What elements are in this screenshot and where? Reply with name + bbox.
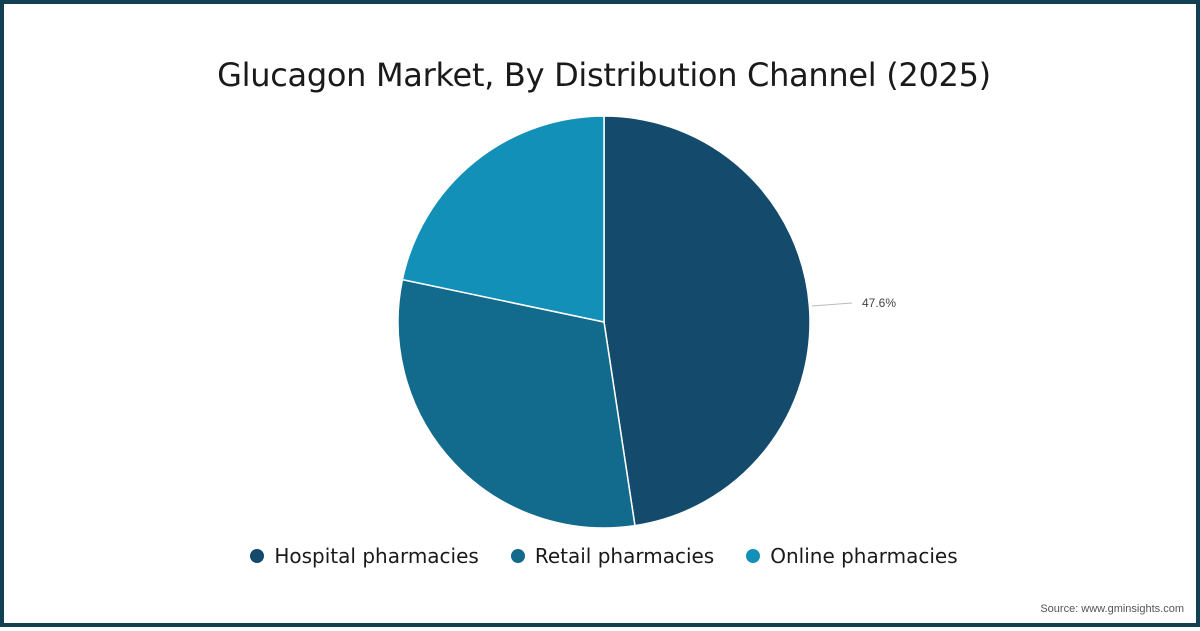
legend-label: Hospital pharmacies — [274, 544, 479, 568]
legend-item-online[interactable]: Online pharmacies — [746, 544, 958, 568]
pie-slice-hospital[interactable] — [603, 115, 811, 527]
label-leader-line — [811, 302, 853, 307]
legend-item-retail[interactable]: Retail pharmacies — [510, 544, 715, 568]
source-credit: Source: www.gminsights.com — [1040, 603, 1184, 615]
chart-title: Glucagon Market, By Distribution Channel… — [217, 56, 991, 94]
hospital-pct-label: 47.6% — [862, 296, 897, 310]
legend: Hospital pharmacies Retail pharmacies On… — [4, 544, 1200, 568]
legend-dot-icon — [746, 549, 761, 563]
pie-chart — [397, 115, 853, 529]
pie-slice-retail[interactable] — [397, 278, 636, 529]
legend-label: Online pharmacies — [770, 544, 958, 568]
legend-dot-icon — [510, 549, 525, 563]
legend-dot-icon — [250, 549, 265, 563]
legend-item-hospital[interactable]: Hospital pharmacies — [250, 544, 479, 568]
legend-label: Retail pharmacies — [534, 544, 715, 568]
pie-slice-online[interactable] — [401, 115, 605, 323]
